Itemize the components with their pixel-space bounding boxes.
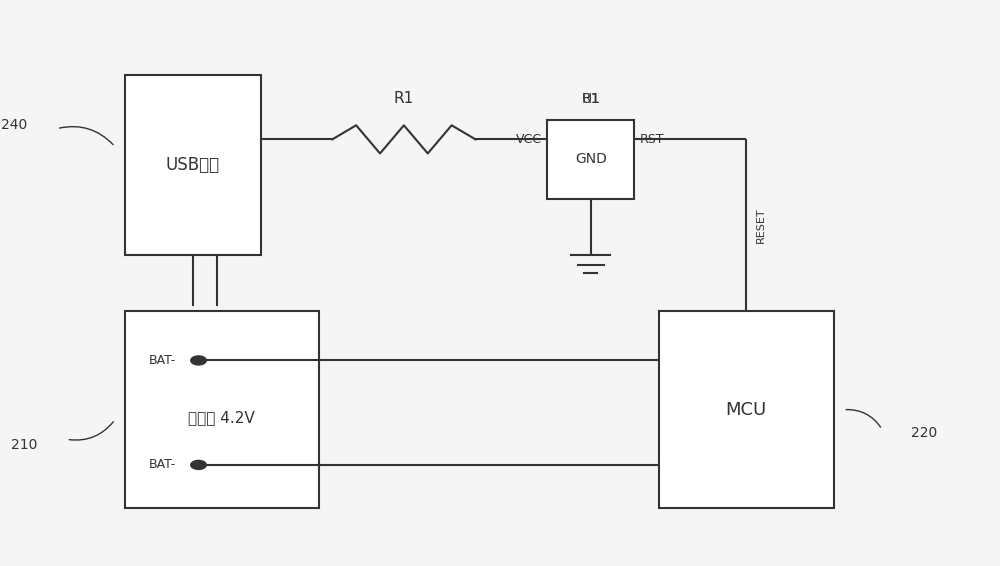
Circle shape — [191, 356, 206, 365]
Text: USB接口: USB接口 — [166, 156, 220, 174]
Text: 锂电池 4.2V: 锂电池 4.2V — [188, 410, 255, 425]
Text: RESET: RESET — [756, 208, 766, 243]
Bar — [659, 311, 834, 508]
Text: R1: R1 — [582, 92, 600, 106]
Text: RST: RST — [639, 133, 664, 146]
Text: U1: U1 — [581, 92, 600, 106]
Text: BAT-: BAT- — [149, 354, 176, 367]
Bar — [125, 311, 319, 508]
Text: GND: GND — [575, 152, 607, 166]
Bar — [547, 119, 634, 199]
Text: R1: R1 — [394, 91, 414, 106]
Circle shape — [191, 460, 206, 469]
Text: MCU: MCU — [726, 401, 767, 419]
Text: 240: 240 — [1, 118, 28, 132]
Text: BAT-: BAT- — [149, 458, 176, 471]
Text: VCC: VCC — [516, 133, 542, 146]
Text: 210: 210 — [11, 438, 37, 452]
Text: 220: 220 — [911, 426, 937, 440]
Bar — [125, 75, 261, 255]
